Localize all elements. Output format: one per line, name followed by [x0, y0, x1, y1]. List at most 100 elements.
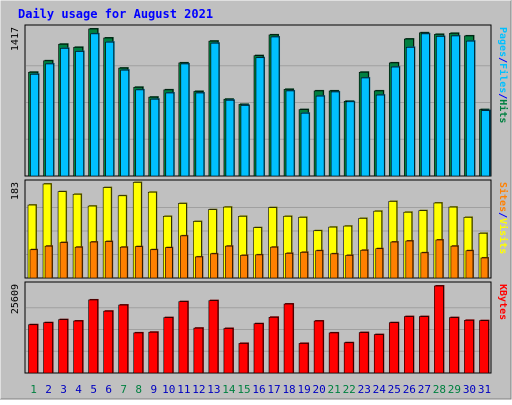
day-label: 10: [162, 383, 175, 396]
sites-bar: [390, 241, 399, 279]
panel-hits: 1417 Pages/Files/Hits: [10, 24, 509, 177]
sites-bar: [450, 245, 459, 279]
kbytes-bar: [358, 332, 369, 374]
day-label: 29: [448, 383, 461, 396]
kbytes-bar: [88, 299, 98, 374]
day-label: 31: [478, 383, 491, 396]
kbytes-bar: [283, 303, 294, 374]
files-bar: [105, 41, 114, 177]
files-bar: [135, 89, 145, 177]
visits-max-label: 183: [10, 182, 21, 200]
files-bar: [120, 69, 129, 177]
files-bar: [375, 94, 385, 177]
kbytes-bar: [238, 343, 249, 374]
day-label: 24: [373, 383, 387, 396]
sites-bar: [74, 246, 83, 279]
sites-bar: [134, 246, 143, 279]
files-bar: [60, 48, 69, 177]
files-bar: [406, 47, 415, 177]
sites-bar: [44, 245, 53, 279]
kbytes-bar: [58, 319, 68, 374]
kbytes-bar: [208, 300, 219, 374]
sites-bar: [435, 239, 444, 279]
sites-bar: [375, 248, 384, 279]
kbytes-bar: [118, 304, 128, 374]
day-label: 15: [237, 383, 250, 396]
kbytes-bar: [103, 310, 113, 374]
files-bar: [315, 95, 325, 177]
day-label: 19: [297, 383, 310, 396]
sites-bar: [180, 235, 188, 279]
kbytes-bar: [43, 322, 53, 374]
visits-legend-part: Sites: [497, 182, 509, 212]
kbytes-bar: [449, 317, 459, 374]
files-bar: [195, 92, 205, 177]
sites-bar: [315, 250, 323, 279]
panel-kbytes: 25609 KBytes: [10, 281, 508, 374]
day-label: 18: [282, 383, 295, 396]
sites-bar: [255, 254, 263, 279]
day-label: 12: [192, 383, 205, 396]
kbytes-bar: [464, 320, 474, 374]
files-bar: [390, 66, 400, 177]
day-label: 27: [418, 383, 431, 396]
day-label: 13: [207, 383, 220, 396]
sites-bar: [240, 255, 248, 279]
visits-legend-part: Visits: [497, 218, 509, 254]
sites-bar: [29, 249, 38, 279]
sites-bar: [330, 253, 338, 279]
day-label: 9: [150, 383, 157, 396]
kbytes-max-label: 25609: [10, 284, 21, 314]
day-label: 3: [60, 383, 67, 396]
sites-bar: [285, 253, 293, 279]
day-label: 5: [90, 383, 97, 396]
files-bar: [360, 77, 370, 177]
sites-bar: [104, 241, 113, 279]
kbytes-legend: KBytes: [497, 284, 508, 320]
files-bar: [150, 98, 160, 177]
kbytes-bar: [223, 328, 234, 374]
day-label: 23: [358, 383, 371, 396]
hits-legend-part: /: [497, 93, 508, 99]
kbytes-legend-part: KBytes: [497, 284, 508, 320]
sites-bar: [480, 257, 489, 279]
chart-title: Daily usage for August 2021: [18, 7, 213, 21]
files-bar: [45, 63, 54, 177]
day-label: 1: [30, 383, 37, 396]
sites-bar: [210, 253, 218, 279]
kbytes-bar: [73, 320, 83, 374]
day-label: 17: [267, 383, 280, 396]
day-label: 8: [135, 383, 142, 396]
files-bar: [285, 90, 295, 177]
day-label: 22: [343, 383, 356, 396]
sites-bar: [270, 246, 278, 279]
hits-legend-part: Hits: [497, 99, 509, 123]
sites-bar: [225, 245, 233, 279]
day-label: 6: [105, 383, 112, 396]
kbytes-bar: [28, 324, 38, 374]
kbytes-bar: [178, 301, 189, 374]
hits-legend-part: /: [497, 57, 508, 63]
files-bar: [75, 51, 84, 177]
files-bar: [451, 35, 460, 177]
day-label: 20: [313, 383, 326, 396]
visits-legend: Sites/Visits: [497, 182, 509, 254]
sites-bar: [59, 242, 68, 279]
sites-bar: [195, 256, 203, 279]
kbytes-bar: [163, 317, 174, 374]
kbytes-bar: [193, 327, 204, 374]
files-bar: [90, 33, 99, 177]
kbytes-bar: [133, 332, 144, 374]
hits-legend-part: Pages: [497, 27, 508, 57]
x-axis-day-labels: 1 2 3 4 5 6 7 8 9 10 11 12 13 14 15 16 17 18 19 20 21 22 23 24 2…: [30, 383, 491, 396]
sites-bar: [420, 252, 429, 279]
kbytes-bar: [434, 285, 444, 374]
files-bar: [240, 105, 250, 177]
files-bar: [345, 101, 355, 177]
hits-max-label: 1417: [10, 27, 21, 51]
kbytes-bar: [404, 316, 414, 374]
day-label: 4: [75, 383, 82, 396]
kbytes-bar: [419, 316, 429, 374]
